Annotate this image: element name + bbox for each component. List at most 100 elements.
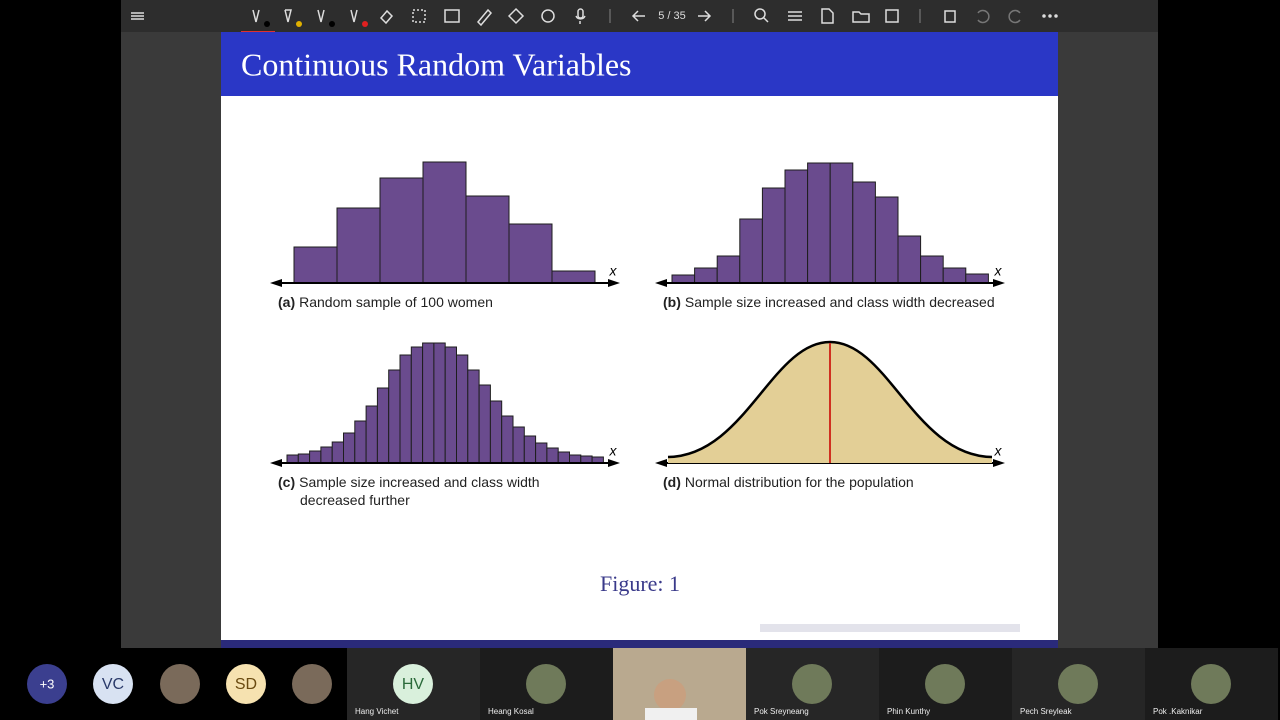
histogram-bar bbox=[365, 405, 378, 464]
avatar[interactable] bbox=[27, 664, 67, 704]
histogram-bar bbox=[739, 218, 763, 284]
panel-caption: (d) Normal distribution for the populatio… bbox=[663, 474, 914, 490]
participant-name: Phin Kunthy bbox=[887, 707, 930, 716]
avatar[interactable] bbox=[226, 664, 266, 704]
histogram-bar bbox=[320, 446, 333, 464]
panel-label: (b) bbox=[663, 294, 681, 310]
histogram-bar bbox=[293, 246, 338, 284]
caption-text: decreased further bbox=[300, 492, 410, 508]
histogram-bar bbox=[829, 162, 854, 284]
figure-caption: Figure: 1 bbox=[600, 571, 680, 596]
panel-caption: (c) Sample size increased and class width bbox=[278, 474, 540, 490]
histogram-bar bbox=[569, 454, 582, 464]
caption-text: Sample size increased and class width de… bbox=[685, 294, 995, 310]
histogram-bar bbox=[399, 354, 412, 464]
histogram-bar bbox=[523, 435, 537, 464]
histogram-bar bbox=[309, 450, 322, 464]
axis-label: x bbox=[994, 263, 1003, 279]
avatar-initials: HV bbox=[402, 676, 425, 693]
histogram-bar bbox=[444, 346, 458, 464]
histogram-bar bbox=[508, 223, 553, 284]
avatar[interactable] bbox=[93, 664, 133, 704]
video-face bbox=[654, 679, 686, 711]
histogram-bar bbox=[376, 387, 390, 464]
video-shirt bbox=[645, 708, 697, 720]
histogram-bar bbox=[694, 267, 718, 284]
avatar-photo[interactable] bbox=[160, 664, 200, 704]
slide-title-bar bbox=[221, 32, 1058, 96]
participant-name: Heang Kosal bbox=[488, 707, 534, 716]
panel-label: (d) bbox=[663, 474, 681, 490]
histogram-bar bbox=[297, 453, 311, 464]
avatar-initials: SD bbox=[235, 676, 257, 693]
panel-label: (a) bbox=[278, 294, 295, 310]
histogram-bar bbox=[784, 169, 809, 284]
histogram-bar bbox=[489, 400, 503, 464]
histogram-bar bbox=[512, 426, 525, 464]
histogram-bar bbox=[874, 196, 899, 284]
participant-name: Pech Sreyleak bbox=[1020, 707, 1073, 716]
histogram-bar bbox=[671, 274, 696, 284]
histogram-bar bbox=[535, 442, 548, 464]
histogram-bar bbox=[965, 273, 989, 284]
histogram-bar bbox=[354, 420, 367, 464]
histogram-bar bbox=[433, 342, 446, 464]
panel-label: (c) bbox=[278, 474, 295, 490]
caption-text: Sample size increased and class width bbox=[299, 474, 539, 490]
caption-text: Random sample of 100 women bbox=[299, 294, 493, 310]
avatar-photo bbox=[925, 664, 965, 704]
histogram-bar bbox=[852, 181, 876, 284]
histogram-bar bbox=[456, 354, 469, 464]
histogram-bar bbox=[807, 162, 831, 284]
avatar-initials: VC bbox=[102, 676, 124, 693]
panel-caption: (b) Sample size increased and class width… bbox=[663, 294, 995, 310]
histogram-bar bbox=[410, 346, 424, 464]
histogram-bar bbox=[920, 255, 944, 284]
normal-curve bbox=[667, 340, 993, 459]
histogram-bar bbox=[465, 195, 510, 284]
beamer-nav[interactable] bbox=[760, 624, 1020, 632]
avatar bbox=[393, 664, 433, 704]
histogram-bar bbox=[388, 369, 401, 464]
histogram-bar bbox=[379, 177, 424, 284]
participant-name: Hang Vichet bbox=[355, 707, 399, 716]
histogram-bar bbox=[942, 267, 967, 284]
histogram-bar bbox=[331, 441, 345, 464]
axis-label: x bbox=[994, 443, 1003, 459]
axis-label: x bbox=[609, 443, 618, 459]
histogram-bar bbox=[422, 161, 467, 284]
histogram-bar bbox=[551, 270, 596, 284]
histogram-bar bbox=[897, 235, 922, 284]
participant-name: Pok Sreyneang bbox=[754, 707, 809, 716]
histogram-bar bbox=[478, 384, 491, 464]
toolbar-icons[interactable] bbox=[131, 7, 1058, 27]
avatar-photo bbox=[792, 664, 832, 704]
avatar-initials: +3 bbox=[40, 676, 55, 691]
avatar-photo bbox=[526, 664, 566, 704]
panel-caption: decreased further bbox=[300, 492, 410, 508]
panel-caption: (a) Random sample of 100 women bbox=[278, 294, 493, 310]
histogram-bar bbox=[286, 454, 299, 464]
histogram-bar bbox=[343, 432, 356, 464]
caption-text: Normal distribution for the population bbox=[685, 474, 914, 490]
histogram-bar bbox=[557, 451, 571, 464]
avatar-photo bbox=[1058, 664, 1098, 704]
participants: +3 VC SD HV Hang Vichet Heang Kosal Pok Sreyne… bbox=[27, 648, 1278, 720]
page-counter: 5 / 35 bbox=[658, 10, 686, 22]
avatar-photo bbox=[1191, 664, 1231, 704]
histogram-bar bbox=[336, 207, 381, 284]
slide-footer bbox=[221, 640, 1058, 648]
histogram-bar bbox=[422, 342, 435, 464]
histogram-bar bbox=[467, 369, 480, 464]
histogram-bar bbox=[546, 447, 559, 464]
participant-name: Pok .Kaknikar bbox=[1153, 707, 1203, 716]
axis-label: x bbox=[609, 263, 618, 279]
histogram-bar bbox=[716, 255, 741, 284]
histogram-bar bbox=[501, 415, 514, 464]
avatar-photo[interactable] bbox=[292, 664, 332, 704]
slide bbox=[221, 32, 1058, 648]
slide-title: Continuous Random Variables bbox=[241, 46, 632, 82]
histogram-bar bbox=[580, 455, 593, 464]
